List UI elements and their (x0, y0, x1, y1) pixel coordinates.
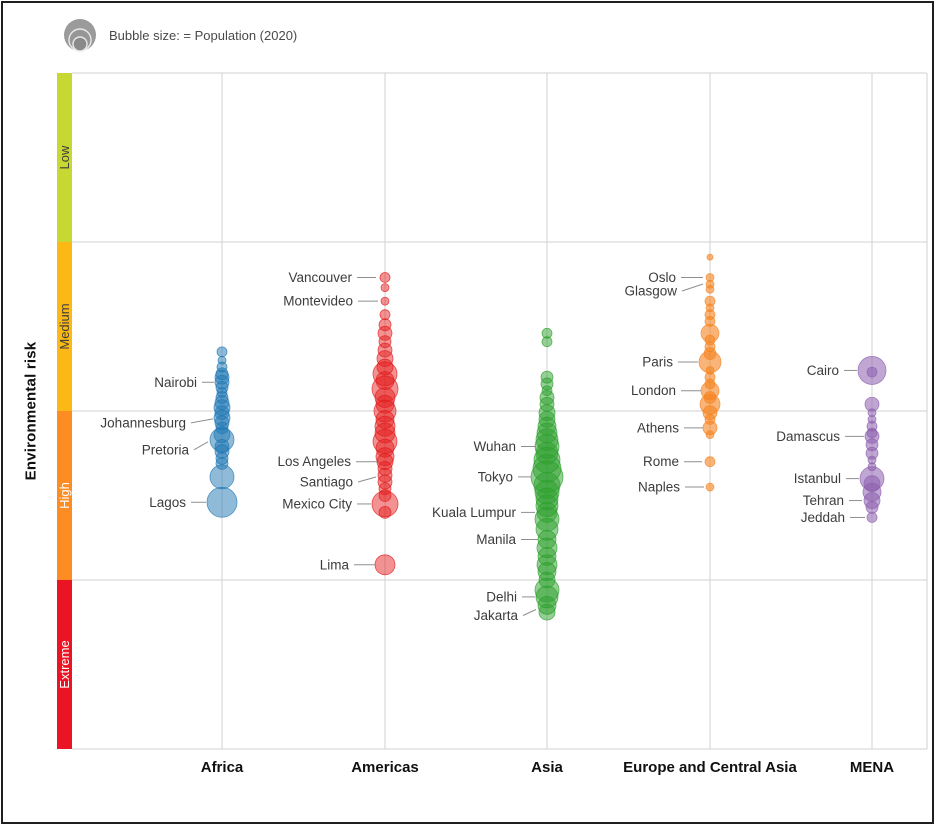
population-bubble (378, 506, 392, 519)
population-bubble (373, 399, 397, 423)
legend-label: Bubble size: = Population (2020) (109, 27, 298, 43)
population-bubble (379, 272, 391, 283)
risk-band-label: Extreme (57, 640, 72, 688)
city-label-rome: Rome (643, 454, 679, 469)
city-label-lagos: Lagos (149, 495, 186, 510)
population-bubble (374, 387, 396, 408)
city-label-jakarta: Jakarta (474, 608, 519, 623)
population-bubble (206, 486, 238, 518)
population-bubble (378, 335, 392, 349)
region-bubbles-mena (857, 356, 887, 523)
population-bubble (376, 358, 394, 376)
risk-band-extreme (57, 580, 72, 749)
population-bubble (378, 318, 392, 332)
population-bubble (865, 500, 879, 514)
city-label-vancouver: Vancouver (288, 270, 352, 285)
city-label-naples: Naples (638, 480, 680, 495)
population-bubble (216, 346, 228, 358)
population-bubble (705, 284, 715, 294)
city-label-kuala-lumpur: Kuala Lumpur (432, 505, 517, 520)
population-bubble (866, 512, 878, 523)
x-category-label-americas: Americas (351, 759, 419, 776)
city-label-tokyo: Tokyo (478, 469, 513, 484)
population-bubble (705, 482, 715, 492)
label-connector-line (522, 609, 537, 616)
population-bubble (375, 447, 395, 467)
city-label-oslo: Oslo (648, 270, 676, 285)
city-label-istanbul: Istanbul (794, 471, 841, 486)
population-bubble (704, 456, 716, 468)
region-labels-africa: Nairobi Johannesburg Pretoria Lagos (100, 375, 214, 510)
risk-band-label: Medium (57, 303, 72, 349)
city-label-athens: Athens (637, 420, 679, 435)
x-category-label-mena: MENA (850, 759, 894, 776)
city-label-montevideo: Montevideo (283, 294, 353, 309)
risk-band-low (57, 73, 72, 242)
x-category-label-europe-and-central-asia: Europe and Central Asia (623, 759, 797, 776)
y-axis-title: Environmental risk (22, 341, 40, 481)
city-label-johannesburg: Johannesburg (100, 415, 186, 430)
city-label-cairo: Cairo (807, 363, 839, 378)
concentric-circles-icon (64, 19, 96, 52)
population-bubble (705, 430, 715, 440)
city-label-delhi: Delhi (486, 589, 517, 604)
population-bubble (706, 253, 714, 261)
population-bubble (538, 603, 556, 621)
population-bubble (374, 415, 396, 437)
city-label-santiago: Santiago (300, 474, 353, 489)
population-bubble (378, 489, 392, 502)
region-labels-asia: Wuhan Tokyo Kuala Lumpur Manila Delhi Jakarta (432, 439, 538, 623)
population-bubble (372, 361, 398, 387)
population-bubble (377, 474, 393, 490)
population-bubble (371, 490, 399, 518)
city-label-damascus: Damascus (776, 429, 840, 444)
x-category-label-africa: Africa (201, 759, 244, 776)
label-connector-line (193, 441, 209, 451)
population-bubble (380, 283, 390, 293)
population-bubble (375, 438, 395, 458)
population-bubble (374, 554, 396, 576)
risk-band-medium (57, 242, 72, 411)
label-connector-line (681, 283, 704, 292)
city-label-jeddah: Jeddah (801, 510, 845, 525)
city-label-paris: Paris (642, 354, 673, 369)
label-connector-line (190, 418, 214, 424)
city-label-lima: Lima (320, 557, 350, 572)
city-label-nairobi: Nairobi (154, 375, 197, 390)
city-label-los-angeles: Los Angeles (277, 454, 351, 469)
city-label-mexico-city: Mexico City (282, 496, 352, 511)
population-bubble (375, 371, 395, 390)
region-bubbles-africa (206, 346, 238, 518)
city-label-manila: Manila (476, 532, 516, 547)
x-category-label-asia: Asia (531, 759, 563, 776)
population-bubble (374, 422, 396, 444)
risk-band-high (57, 411, 72, 580)
population-bubble (379, 309, 391, 321)
region-labels-americas: Vancouver Montevideo Los Angeles Santiago Me… (277, 270, 378, 572)
city-label-london: London (631, 383, 676, 398)
region-labels-mena: Cairo Damascus Istanbul Tehran Jeddah (776, 363, 865, 525)
city-label-pretoria: Pretoria (142, 442, 190, 457)
region-bubbles-americas (371, 272, 399, 576)
population-bubble (377, 342, 393, 358)
population-bubble (371, 375, 399, 403)
city-label-glasgow: Glasgow (624, 284, 677, 299)
label-connector-line (357, 476, 377, 483)
risk-band-label: High (57, 482, 72, 509)
population-bubble (380, 296, 390, 306)
population-bubble (378, 482, 392, 496)
risk-band-label: Low (57, 145, 72, 169)
population-bubble (866, 366, 878, 378)
city-label-tehran: Tehran (803, 493, 844, 508)
population-bubble (209, 464, 235, 490)
city-label-wuhan: Wuhan (473, 439, 516, 454)
population-bubble (541, 336, 553, 348)
bubble-size-legend: Bubble size: = Population (2020) (62, 15, 297, 55)
region-bubbles-europe-and-central-asia (698, 253, 722, 492)
region-bubbles-asia (530, 327, 564, 621)
